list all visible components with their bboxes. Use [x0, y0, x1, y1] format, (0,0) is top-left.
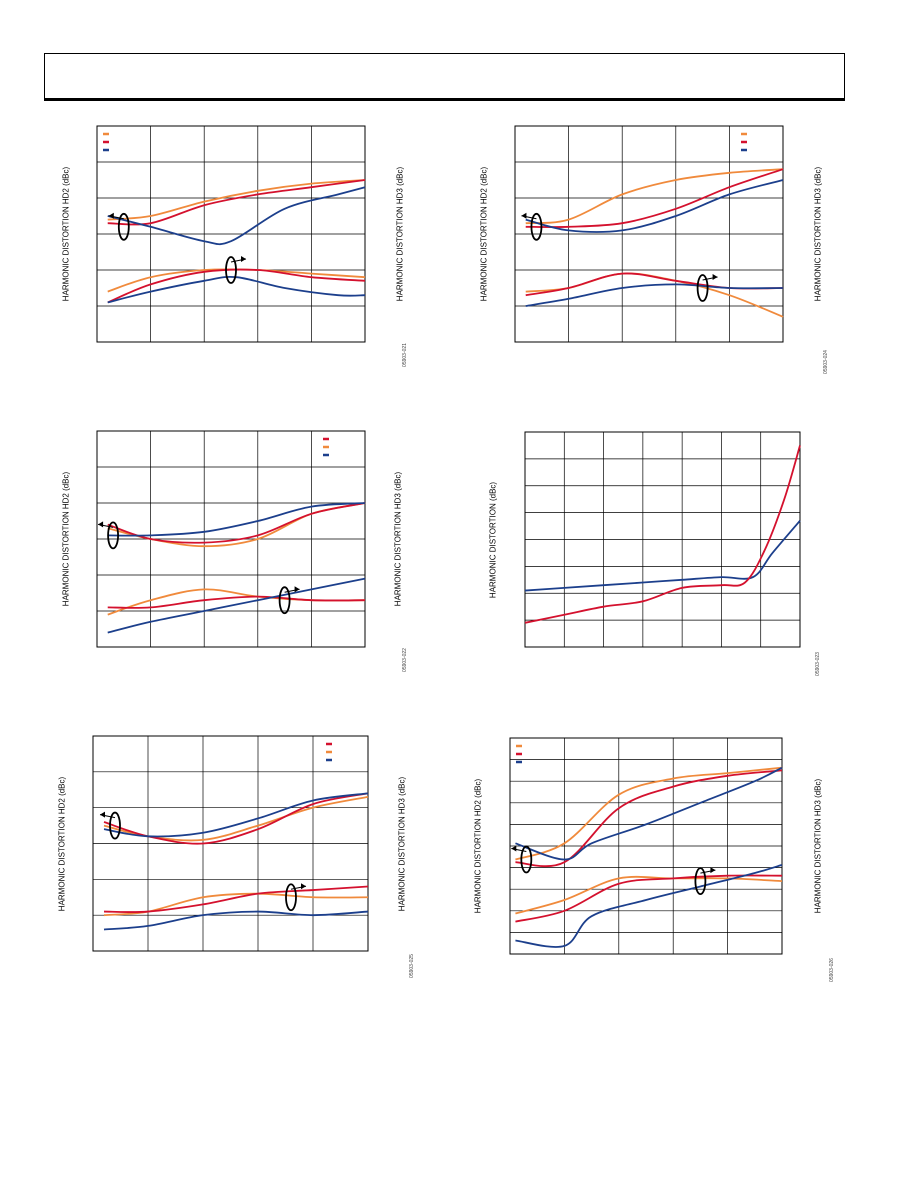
figure-code: 05903-026 [829, 958, 835, 982]
y-axis-label-left: HARMONIC DISTORTION HD2 (dBc) [473, 778, 483, 914]
axis-indicator-ellipse [225, 256, 237, 284]
series-line-orange-3 [515, 875, 783, 915]
arrow-head-icon [521, 212, 527, 219]
y-axis-label-right: HARMONIC DISTORTION HD3 (dBc) [813, 778, 823, 914]
series-line-red-1 [515, 769, 783, 868]
series-line-red-4 [103, 885, 369, 914]
series-line-blue-2 [107, 502, 366, 537]
axis-indicator-ellipse [109, 811, 121, 840]
arrow-head-icon [294, 586, 300, 593]
series-line-red-4 [515, 874, 783, 923]
arrow-head-icon [712, 274, 718, 280]
series-line-red-1 [524, 445, 801, 624]
axis-indicator-ellipse [520, 845, 533, 874]
axis-indicator-ellipse [278, 586, 291, 615]
series-line-blue-0 [524, 520, 801, 592]
arrow-head-icon [98, 521, 104, 528]
arrow-head-icon [241, 256, 246, 262]
arrow-head-icon [108, 212, 114, 219]
series-line-blue-5 [103, 910, 369, 931]
series-line-blue-2 [107, 186, 366, 246]
series-line-red-4 [107, 595, 366, 609]
axis-indicator-ellipse [694, 867, 707, 895]
axis-indicator-ellipse [530, 212, 543, 241]
series-line-blue-2 [103, 792, 369, 838]
axis-indicator-ellipse [696, 274, 709, 302]
arrow-head-icon [100, 811, 105, 818]
series-line-red-1 [525, 168, 784, 228]
series-line-orange-0 [107, 179, 366, 221]
series-line-red-4 [107, 268, 366, 304]
arrow-head-icon [710, 867, 716, 874]
page-header-box [44, 53, 845, 101]
series-line-red-1 [107, 179, 366, 226]
series-line-blue-2 [525, 179, 784, 233]
axis-indicator-ellipse [117, 212, 130, 241]
series-line-blue-5 [107, 276, 366, 304]
series-line-blue-2 [515, 766, 783, 861]
series-line-orange-0 [525, 168, 784, 225]
axis-indicator-ellipse [285, 883, 297, 912]
arrow-head-icon [511, 845, 517, 852]
series-line-blue-5 [515, 864, 783, 948]
series-line-orange-0 [515, 766, 783, 861]
arrow-head-icon [301, 883, 306, 890]
series-line-red-1 [107, 502, 366, 544]
axis-indicator-ellipse [107, 521, 119, 550]
series-line-blue-5 [525, 283, 784, 307]
series-line-blue-5 [107, 577, 366, 634]
